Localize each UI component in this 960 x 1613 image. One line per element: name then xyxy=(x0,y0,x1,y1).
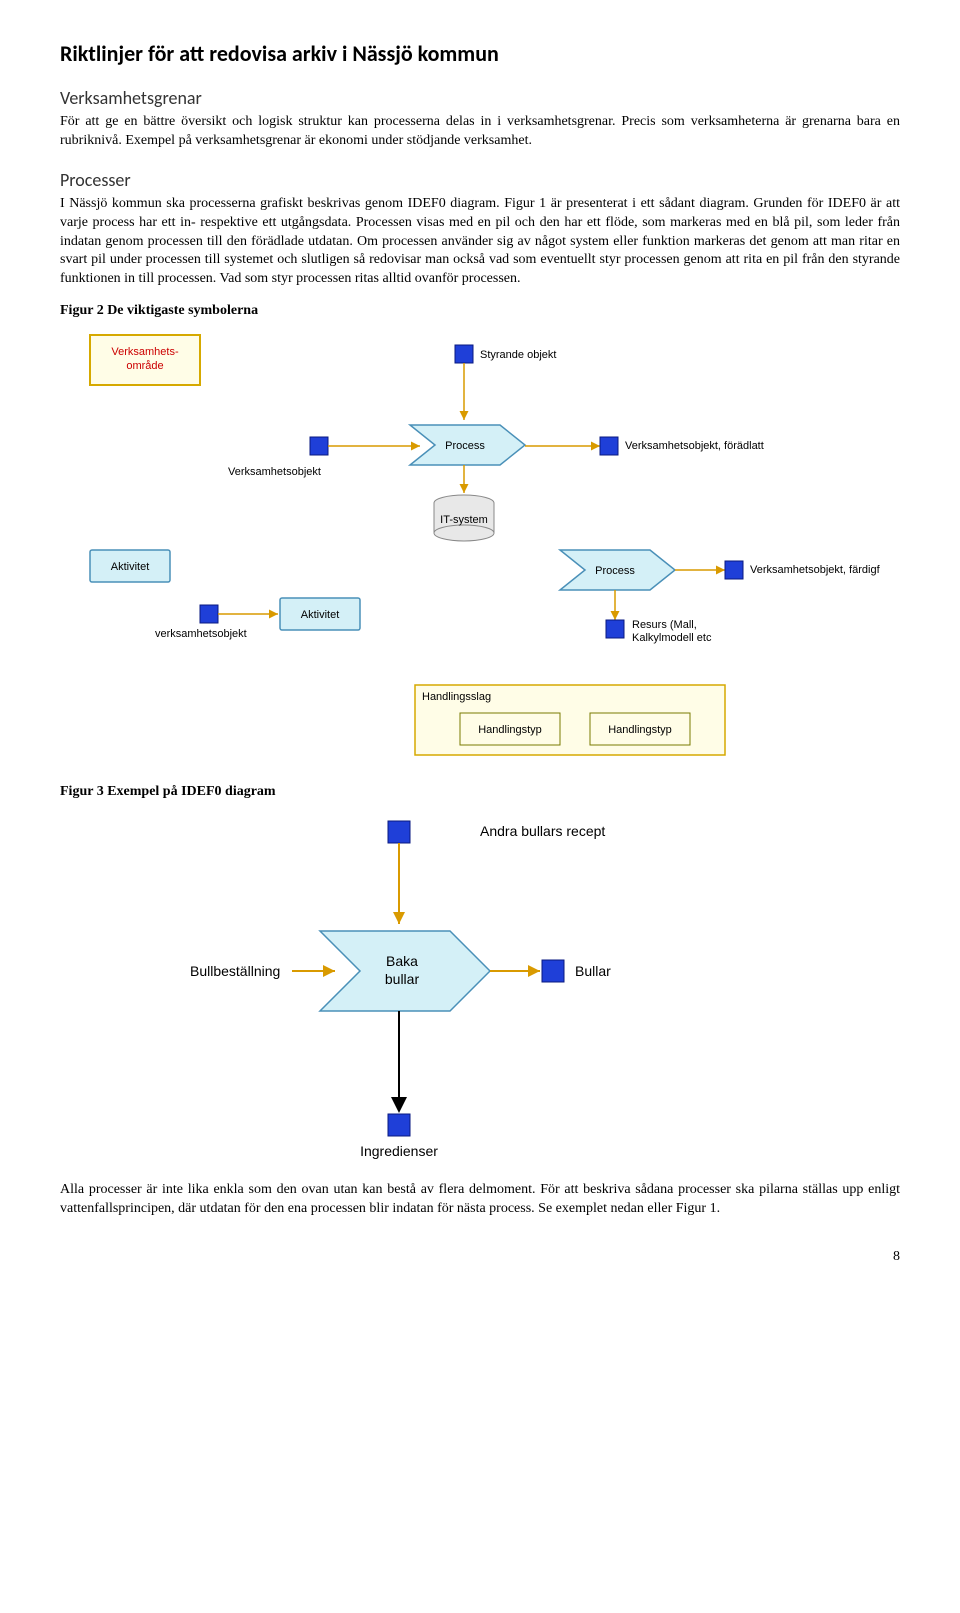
styrande-node xyxy=(455,345,473,363)
handlingstyp-1-label: Handlingstyp xyxy=(478,724,542,736)
figure-2-diagram: Verksamhets-område Styrande objekt Proce… xyxy=(60,325,880,770)
figure-3-caption: Figur 3 Exempel på IDEF0 diagram xyxy=(60,784,900,800)
top-node xyxy=(388,821,410,843)
figure-3-diagram: Andra bullars recept Baka bullar Bullbes… xyxy=(180,806,960,1171)
bottom-label: Ingredienser xyxy=(360,1143,438,1159)
verksobj-bottom-node xyxy=(200,605,218,623)
verksobj-right2-node xyxy=(725,561,743,579)
baka-label-1: Baka xyxy=(386,953,418,969)
baka-label-2: bullar xyxy=(385,971,420,987)
bottom-node xyxy=(388,1114,410,1136)
resurs-label-1: Resurs (Mall,Kalkylmodell etc xyxy=(632,619,712,644)
it-system-label: IT-system xyxy=(440,514,488,526)
top-label: Andra bullars recept xyxy=(480,823,605,839)
verksobj-right-node xyxy=(600,437,618,455)
figure-2-caption: Figur 2 De viktigaste symbolerna xyxy=(60,303,900,319)
section-heading-processer: Processer xyxy=(60,169,900,191)
handlingstyp-2-label: Handlingstyp xyxy=(608,724,672,736)
closing-paragraph: Alla processer är inte lika enkla som de… xyxy=(60,1181,900,1219)
right-label: Bullar xyxy=(575,963,611,979)
process-2-label: Process xyxy=(595,565,635,577)
page-number: 8 xyxy=(60,1249,900,1265)
aktivitet-1-label: Aktivitet xyxy=(111,561,150,573)
verksobj-right-label: Verksamhetsobjekt, förädlatt xyxy=(625,440,764,452)
styrande-label: Styrande objekt xyxy=(480,349,556,361)
left-label: Bullbeställning xyxy=(190,963,280,979)
verksobj-bottom-label: verksamhetsobjekt xyxy=(155,628,247,640)
page-title: Riktlinjer för att redovisa arkiv i Näss… xyxy=(60,40,900,67)
paragraph: För att ge en bättre översikt och logisk… xyxy=(60,113,900,151)
verksobj-left-label: Verksamhetsobjekt xyxy=(228,466,321,478)
right-node xyxy=(542,960,564,982)
aktivitet-2-label: Aktivitet xyxy=(301,609,340,621)
process-1-label: Process xyxy=(445,440,485,452)
verksobj-left-node xyxy=(310,437,328,455)
paragraph: I Nässjö kommun ska processerna grafiskt… xyxy=(60,195,900,289)
handlingsslag-label: Handlingsslag xyxy=(422,691,491,703)
verksobj-right2-label: Verksamhetsobjekt, färdigförädlat xyxy=(750,564,880,576)
it-cyl-bot xyxy=(434,525,494,541)
section-heading-verksamhetsgrenar: Verksamhetsgrenar xyxy=(60,87,900,109)
resurs-node xyxy=(606,620,624,638)
